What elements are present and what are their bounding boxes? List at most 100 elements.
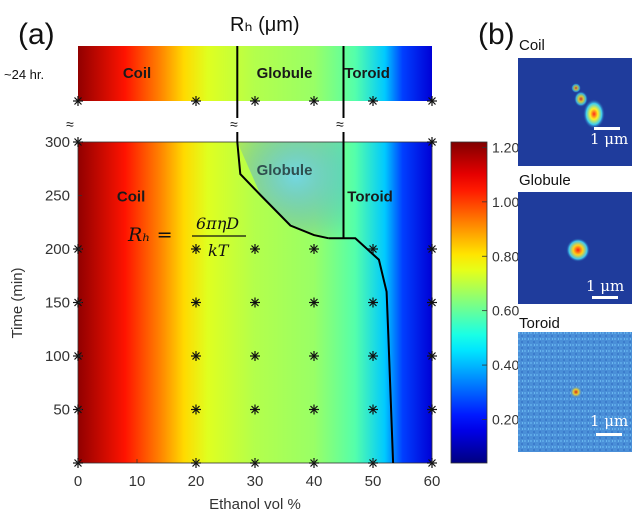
sample-point bbox=[309, 351, 319, 361]
x-axis-ticks: 0 10 20 30 40 50 60 bbox=[74, 459, 441, 490]
sample-point-24hr bbox=[427, 96, 437, 106]
sample-point bbox=[191, 351, 201, 361]
sample-point bbox=[309, 297, 319, 308]
panel-b-label: (b) bbox=[478, 18, 515, 51]
colorbar-tick-label: 0.40 bbox=[492, 357, 519, 373]
y-tick-label: 250 bbox=[45, 188, 70, 205]
point-stroke bbox=[428, 245, 436, 253]
x-tick-label: 20 bbox=[188, 473, 205, 490]
colorbar-tick-label: 0.60 bbox=[492, 303, 519, 319]
sample-point bbox=[250, 351, 260, 361]
panel-a-label: (a) bbox=[18, 18, 55, 51]
micrograph-title-toroid: Toroid bbox=[519, 315, 560, 332]
sample-point-24hr bbox=[309, 96, 319, 106]
point-stroke bbox=[251, 298, 259, 307]
scale-bar-coil bbox=[594, 127, 620, 130]
y-tick-label: 150 bbox=[45, 295, 70, 312]
sample-point-24hr bbox=[368, 96, 378, 106]
colorbar-tick-label: 0.80 bbox=[492, 248, 519, 264]
micrograph-toroid-image bbox=[518, 332, 632, 452]
point-stroke bbox=[310, 97, 318, 105]
sample-point bbox=[368, 404, 378, 415]
sample-point-24hr bbox=[73, 96, 83, 106]
svg-text:≈: ≈ bbox=[66, 116, 74, 132]
sample-points bbox=[73, 96, 437, 468]
scale-label-toroid: 1 μm bbox=[590, 412, 629, 430]
phase-boundaries bbox=[236, 132, 395, 464]
sample-point bbox=[250, 297, 260, 308]
sample-point bbox=[427, 297, 437, 308]
colorbar-tick-label: 1.00 bbox=[492, 194, 519, 210]
point-stroke bbox=[310, 405, 318, 414]
point-stroke bbox=[251, 352, 259, 360]
sample-point bbox=[191, 297, 201, 308]
globule-wedge bbox=[237, 142, 344, 239]
top-strip bbox=[78, 46, 432, 101]
micrograph-globule-image bbox=[518, 192, 632, 304]
point-stroke bbox=[192, 245, 200, 253]
y-tick-label: 300 bbox=[45, 134, 70, 151]
sample-point bbox=[250, 404, 260, 415]
sample-point bbox=[427, 137, 437, 147]
sample-point bbox=[368, 297, 378, 308]
region-labels: Coil Globule Toroid bbox=[117, 162, 393, 206]
top-region-labels: Coil Globule Toroid bbox=[123, 65, 390, 82]
point-stroke bbox=[428, 97, 436, 105]
scale-bar-globule bbox=[592, 296, 618, 299]
sample-point bbox=[427, 404, 437, 415]
scale-label-globule: 1 μm bbox=[586, 277, 625, 295]
colorbar-tick-label: 0.20 bbox=[492, 411, 519, 427]
point-stroke bbox=[251, 97, 259, 105]
x-tick-label: 10 bbox=[129, 473, 146, 490]
sample-point bbox=[191, 404, 201, 415]
equation-denominator: kT bbox=[208, 241, 230, 260]
equation-numerator: 6πηD bbox=[196, 214, 239, 233]
point-stroke bbox=[192, 298, 200, 307]
region-label-coil: Coil bbox=[117, 189, 145, 206]
point-stroke bbox=[251, 405, 259, 414]
point-stroke bbox=[369, 97, 377, 105]
point-stroke bbox=[310, 298, 318, 307]
phase-boundary-3 bbox=[328, 237, 395, 464]
point-stroke bbox=[310, 352, 318, 360]
y-axis-label: Time (min) bbox=[9, 267, 26, 338]
point-stroke bbox=[369, 298, 377, 307]
point-stroke bbox=[74, 97, 82, 105]
top-region-label-toroid: Toroid bbox=[344, 65, 390, 82]
y-tick-label: 50 bbox=[53, 402, 70, 419]
top-region-label-coil: Coil bbox=[123, 65, 151, 82]
region-label-globule: Globule bbox=[257, 162, 313, 179]
equation: Rₕ = 6πηD kT bbox=[127, 214, 246, 260]
point-stroke bbox=[428, 352, 436, 360]
colorbar-tick-label: 1.20 bbox=[492, 139, 519, 155]
point-stroke bbox=[251, 245, 259, 253]
chart-title: Rₕ (μm) bbox=[230, 14, 300, 36]
point-stroke bbox=[369, 352, 377, 360]
sample-point bbox=[191, 244, 201, 254]
region-label-toroid: Toroid bbox=[347, 189, 393, 206]
axis-break-b2: ≈ bbox=[336, 116, 344, 132]
sample-point bbox=[427, 351, 437, 361]
equation-lhs: Rₕ = bbox=[127, 224, 173, 246]
sample-point bbox=[427, 244, 437, 254]
sample-point bbox=[368, 244, 378, 254]
sample-point-24hr bbox=[191, 96, 201, 106]
x-tick-label: 0 bbox=[74, 473, 82, 490]
svg-text:≈: ≈ bbox=[230, 116, 238, 132]
point-stroke bbox=[369, 405, 377, 414]
y-axis-ticks: 50 100 150 200 250 300 bbox=[45, 134, 82, 419]
point-stroke bbox=[428, 138, 436, 146]
y-tick-label: 200 bbox=[45, 241, 70, 258]
x-tick-label: 30 bbox=[247, 473, 264, 490]
colorbar-ticks: 1.20 1.00 0.80 0.60 0.40 0.20 bbox=[482, 139, 519, 427]
x-tick-label: 60 bbox=[424, 473, 441, 490]
micrograph-coil-image bbox=[518, 58, 632, 166]
colorbar bbox=[450, 141, 488, 464]
phase-boundary-1 bbox=[236, 141, 330, 240]
top-region-label-globule: Globule bbox=[257, 65, 313, 82]
scale-label-coil: 1 μm bbox=[590, 130, 629, 148]
x-tick-label: 50 bbox=[365, 473, 382, 490]
point-stroke bbox=[428, 298, 436, 307]
point-stroke bbox=[310, 245, 318, 253]
